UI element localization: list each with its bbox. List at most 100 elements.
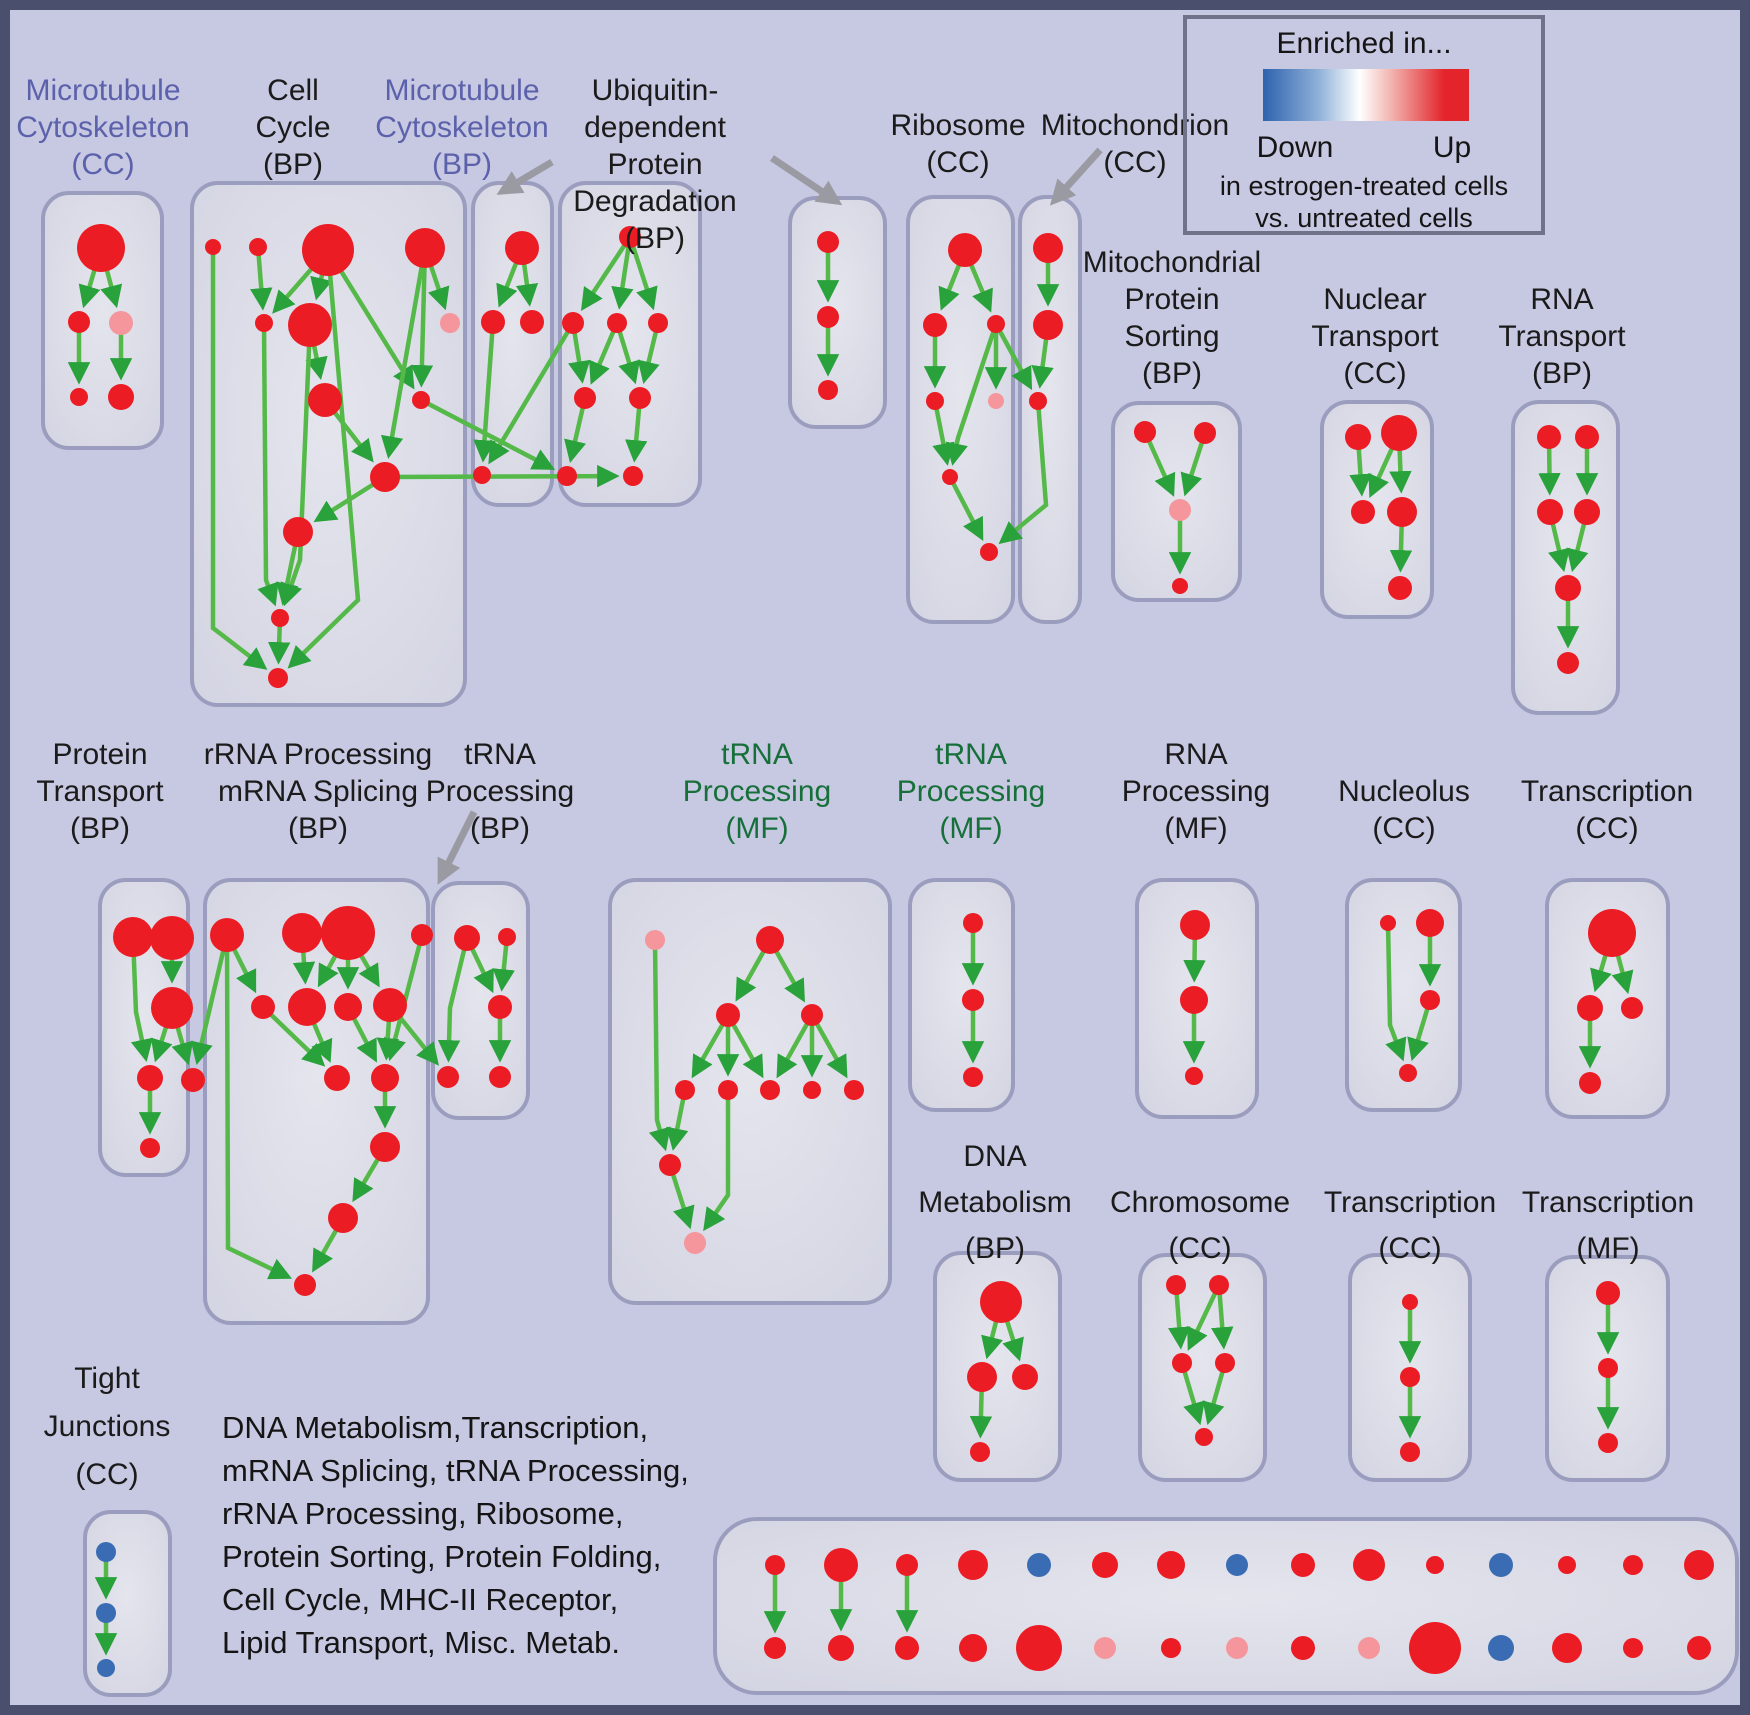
cluster-label-transcription-cc-mid: Transcription (CC)	[1521, 775, 1693, 845]
go-term-node	[1488, 1635, 1514, 1661]
go-term-node	[1623, 1638, 1643, 1658]
edge-arrow	[326, 248, 415, 390]
go-term-node	[817, 306, 839, 328]
edge-arrow	[410, 247, 434, 388]
go-term-node	[970, 1442, 990, 1462]
go-term-node	[1345, 424, 1371, 450]
misc-text-line: Protein Sorting, Protein Folding,	[222, 1539, 662, 1574]
go-term-node	[113, 917, 153, 957]
cluster-label-trna-mf-small: tRNA Processing (MF)	[897, 738, 1045, 845]
go-term-node	[760, 1080, 780, 1100]
go-term-node	[1194, 422, 1216, 444]
cluster-box-trna-mf-small	[908, 878, 1015, 1112]
go-term-node	[321, 906, 375, 960]
go-term-node	[1574, 499, 1600, 525]
go-term-node	[1557, 652, 1579, 674]
go-term-node	[958, 1550, 988, 1580]
go-term-node	[1172, 1353, 1192, 1373]
go-term-node	[1172, 578, 1188, 594]
go-term-node	[980, 1281, 1022, 1323]
edge-arrow	[580, 235, 632, 312]
go-term-node	[1381, 415, 1417, 451]
cluster-box-dna-metabolism	[933, 1251, 1062, 1482]
go-term-node	[283, 517, 313, 547]
go-term-node	[1577, 995, 1603, 1021]
go-term-node	[109, 311, 133, 335]
go-term-node	[302, 224, 354, 276]
go-term-node	[77, 224, 125, 272]
go-term-node	[896, 1554, 918, 1576]
go-term-node	[963, 1067, 983, 1087]
go-term-node	[1409, 1622, 1461, 1674]
edge-arrow	[261, 1005, 326, 1067]
go-term-node	[959, 1634, 987, 1662]
go-term-node	[1012, 1364, 1038, 1390]
go-term-node	[1180, 986, 1208, 1014]
misc-text-line: rRNA Processing, Ribosome,	[222, 1496, 624, 1531]
cluster-label-nuclear-transport: Nuclear Transport (CC)	[1311, 283, 1439, 390]
go-term-node	[454, 925, 480, 951]
go-term-node	[988, 393, 1004, 409]
edge-arrow	[224, 934, 293, 1280]
edge-arrow	[419, 398, 556, 470]
go-term-node	[150, 916, 194, 960]
edge-arrow	[810, 1013, 848, 1079]
go-term-node	[505, 231, 539, 265]
go-term-node	[607, 313, 627, 333]
label-pointer-arrow	[496, 158, 554, 195]
go-term-node	[765, 1555, 785, 1575]
go-term-node	[1209, 1275, 1229, 1295]
go-term-node	[1596, 1281, 1620, 1305]
cluster-label-trna-bp: tRNA Processing (BP)	[426, 738, 574, 845]
edge-arrow	[945, 323, 999, 466]
go-term-node	[619, 226, 641, 248]
edge-arrow	[627, 236, 658, 311]
edge-arrow	[648, 939, 671, 1152]
go-term-node	[151, 987, 193, 1029]
cluster-box-cell-cycle	[190, 181, 467, 707]
go-term-node	[308, 383, 342, 417]
go-term-node	[437, 1066, 459, 1088]
misc-text-line: Lipid Transport, Misc. Metab.	[222, 1625, 620, 1660]
go-term-node	[1579, 1072, 1601, 1094]
go-term-node	[268, 668, 288, 688]
go-term-node	[1157, 1551, 1185, 1579]
edge-arrow	[998, 400, 1049, 545]
go-term-node	[1291, 1553, 1315, 1577]
go-term-node	[716, 1003, 740, 1027]
go-term-node	[1358, 1637, 1380, 1659]
go-term-node	[1134, 421, 1156, 443]
go-term-node	[1291, 1636, 1315, 1660]
go-term-node	[97, 1659, 115, 1677]
labels-layer: Microtubule Cytoskeleton (CC) Cell Cycle (BP)…	[16, 74, 1694, 1491]
go-term-node	[1575, 425, 1599, 449]
misc-categories-text: DNA Metabolism,Transcription, mRNA Splic…	[222, 1406, 689, 1664]
go-term-node	[1033, 233, 1063, 263]
label-pointer-arrow	[1049, 147, 1103, 206]
go-term-node	[824, 1548, 858, 1582]
edge-arrow	[190, 934, 230, 1066]
go-term-node	[659, 1154, 681, 1176]
go-term-node	[962, 989, 984, 1011]
go-term-node	[205, 239, 221, 255]
go-term-node	[1195, 1428, 1213, 1446]
label-pointer-arrow	[437, 810, 478, 885]
go-term-node	[1588, 909, 1636, 957]
go-term-node	[108, 384, 134, 410]
edge-arrow	[1187, 1284, 1222, 1351]
go-term-node	[1555, 575, 1581, 601]
go-term-node	[557, 466, 577, 486]
go-term-node	[1399, 1064, 1417, 1082]
cluster-label-rrna: rRNA Processing mRNA Splicing (BP)	[204, 738, 432, 845]
go-term-node	[520, 310, 544, 334]
go-term-node	[1166, 1275, 1186, 1295]
go-term-node	[412, 391, 430, 409]
go-term-node	[96, 1542, 116, 1562]
go-term-node	[1016, 1625, 1062, 1671]
cluster-box-rrna	[203, 878, 430, 1325]
edge-arrow	[384, 464, 620, 488]
cluster-label-rna-processing-mf: RNA Processing (MF)	[1122, 738, 1270, 845]
cluster-label-mito-sorting: Mitochondrial Protein Sorting (BP)	[1083, 246, 1261, 390]
go-term-node	[1402, 1294, 1418, 1310]
